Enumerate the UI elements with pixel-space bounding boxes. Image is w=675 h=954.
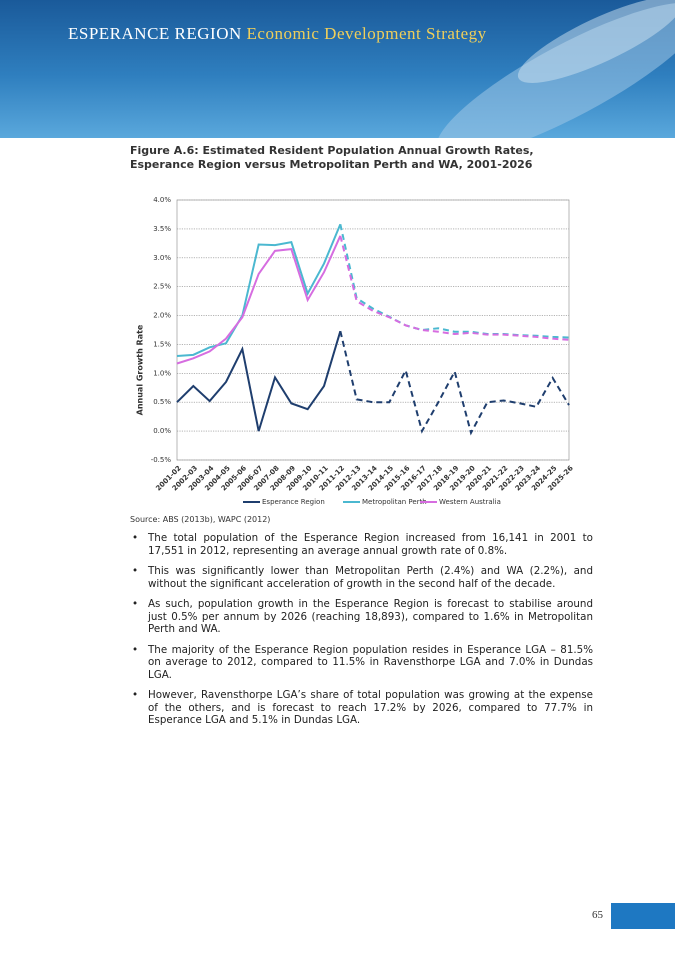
bullet-list: The total population of the Esperance Re… [130, 532, 593, 735]
y-tick-label: 1.5% [153, 340, 171, 348]
line [176, 235, 342, 365]
y-tick-label: 4.0% [153, 196, 171, 204]
legend-label: Western Australia [439, 498, 501, 506]
bullet: The total population of the Esperance Re… [130, 532, 593, 557]
banner: ESPERANCE REGION Economic Development St… [0, 0, 675, 138]
line-projected [339, 235, 570, 341]
y-tick-label: 2.5% [153, 283, 171, 291]
page-bar [611, 903, 675, 929]
plot-frame [176, 199, 570, 461]
bullet: This was significantly lower than Metrop… [130, 565, 593, 590]
source: Source: ABS (2013b), WAPC (2012) [130, 515, 271, 524]
line [176, 223, 342, 357]
bullet: As such, population growth in the Espera… [130, 598, 593, 636]
y-tick-label: 3.5% [153, 225, 171, 233]
page-number: 65 [592, 909, 603, 921]
y-tick-label: 2.0% [153, 312, 171, 320]
y-tick-label: 1.0% [153, 369, 171, 377]
header-title: ESPERANCE REGION Economic Development St… [68, 24, 487, 44]
chart: -0.5% 0.0% 0.5% 1.0% 1.5% 2.0% 2.5% 3.0% 3.5% 4.0… [136, 196, 575, 506]
title-sub: Economic Development Strategy [246, 24, 487, 43]
banner-art [436, 0, 675, 138]
y-tick-label: -0.5% [151, 456, 172, 464]
line-projected [339, 330, 570, 436]
figure-caption: Figure A.6: Estimated Resident Populatio… [130, 144, 534, 171]
line [176, 330, 342, 432]
legend-label: Esperance Region [262, 498, 325, 506]
bullet: However, Ravensthorpe LGA’s share of tot… [130, 689, 593, 727]
y-tick-label: 0.5% [153, 398, 171, 406]
bullet: The majority of the Esperance Region pop… [130, 644, 593, 682]
y-tick-label: 3.0% [153, 254, 171, 262]
legend-label: Metropolitan Perth [362, 498, 427, 506]
line-projected [339, 224, 570, 339]
title-main: ESPERANCE REGION [68, 24, 242, 43]
y-axis-label: Annual Growth Rate [136, 324, 145, 415]
y-tick-label: 0.0% [153, 427, 171, 435]
